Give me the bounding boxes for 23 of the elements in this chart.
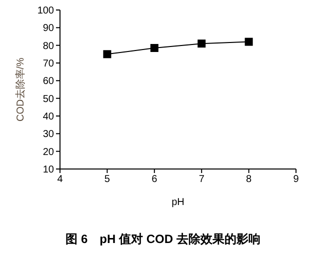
x-tick-label: 9	[293, 174, 300, 186]
y-tick-label: 20	[42, 146, 54, 158]
y-tick-label: 90	[42, 23, 54, 34]
text: 图 6 pH 值对 COD 去除效果的影响	[64, 231, 262, 248]
y-tick-label: 100	[37, 6, 54, 17]
point	[150, 44, 158, 52]
x-tick-label: 5	[104, 174, 110, 186]
point	[244, 38, 253, 46]
y-tick-label: 40	[42, 112, 54, 123]
x-tick-label: 6	[152, 174, 158, 186]
y-tick-label: 50	[42, 94, 54, 105]
y-tick-label: 70	[42, 58, 54, 70]
point	[198, 40, 206, 48]
x-tick-label: 8	[246, 174, 252, 186]
y-tick-label: 10	[42, 164, 54, 176]
x-tick-label: 7	[198, 174, 205, 186]
y-axis-title: COD去除率/%	[14, 57, 27, 122]
y-tick-label: 80	[42, 40, 54, 52]
point	[103, 50, 112, 58]
y-tick-label: 30	[42, 129, 54, 140]
x-axis-title: pH	[172, 197, 184, 208]
x-tick-label: 4	[57, 174, 64, 186]
y-tick-label: 60	[42, 76, 54, 88]
